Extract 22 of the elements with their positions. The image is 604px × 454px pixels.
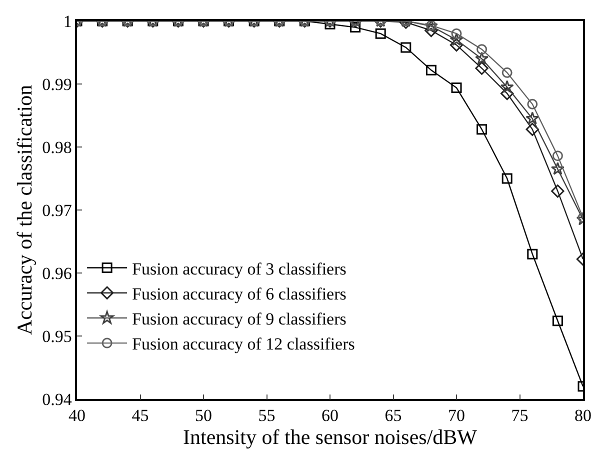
y-tick-label: 0.98 [42, 138, 72, 157]
x-tick-label: 75 [511, 406, 528, 426]
x-axis-title: Intensity of the sensor noises/dBW [183, 425, 478, 450]
y-tick-label: 1 [63, 12, 72, 31]
x-tick-label: 45 [132, 406, 149, 426]
x-tick-label: 50 [195, 406, 212, 426]
x-tick-label: 60 [322, 406, 338, 426]
x-tick-label: 40 [68, 406, 86, 426]
legend-label: Fusion accuracy of 12 classifiers [132, 334, 355, 354]
y-tick-label: 0.99 [42, 74, 72, 94]
x-tick-label: 70 [448, 406, 465, 426]
y-tick-label: 0.94 [42, 390, 72, 409]
y-tick-label: 0.97 [42, 200, 72, 220]
legend-label: Fusion accuracy of 3 classifiers [132, 259, 346, 278]
legend-label: Fusion accuracy of 6 classifiers [132, 284, 346, 304]
x-tick-label: 65 [384, 406, 402, 426]
y-tick-label: 0.95 [42, 326, 72, 346]
x-tick-label: 80 [574, 406, 592, 426]
x-tick-label: 55 [258, 406, 276, 426]
y-axis-title: Accuracy of the classification [12, 84, 37, 336]
y-tick-label: 0.96 [42, 264, 72, 283]
legend-label: Fusion accuracy of 9 classifiers [132, 310, 346, 329]
